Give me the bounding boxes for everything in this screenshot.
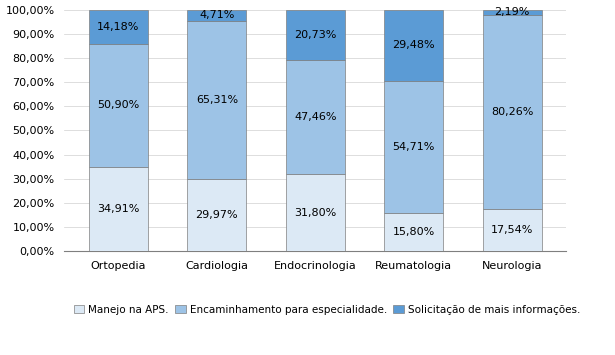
Bar bbox=[483, 209, 542, 251]
Text: 65,31%: 65,31% bbox=[196, 95, 238, 105]
Bar bbox=[188, 179, 247, 251]
Bar bbox=[384, 81, 443, 213]
Text: 4,71%: 4,71% bbox=[199, 10, 234, 20]
Text: 20,73%: 20,73% bbox=[294, 29, 336, 40]
Bar bbox=[483, 15, 542, 209]
Text: 50,90%: 50,90% bbox=[97, 100, 140, 110]
Bar bbox=[384, 213, 443, 251]
Bar bbox=[89, 167, 148, 251]
Text: 47,46%: 47,46% bbox=[294, 112, 336, 122]
Text: 15,80%: 15,80% bbox=[392, 227, 435, 237]
Bar bbox=[286, 10, 345, 60]
Bar bbox=[384, 10, 443, 81]
Bar bbox=[89, 10, 148, 44]
Text: 80,26%: 80,26% bbox=[491, 107, 533, 117]
Text: 29,48%: 29,48% bbox=[392, 40, 435, 50]
Text: 14,18%: 14,18% bbox=[97, 22, 140, 32]
Bar bbox=[89, 44, 148, 167]
Text: 54,71%: 54,71% bbox=[392, 142, 435, 152]
Text: 34,91%: 34,91% bbox=[97, 204, 140, 214]
Bar bbox=[483, 10, 542, 15]
Legend: Manejo na APS., Encaminhamento para especialidade., Solicitação de mais informaç: Manejo na APS., Encaminhamento para espe… bbox=[69, 300, 584, 319]
Bar bbox=[286, 174, 345, 251]
Text: 29,97%: 29,97% bbox=[196, 210, 238, 220]
Text: 31,80%: 31,80% bbox=[294, 208, 336, 218]
Text: 17,54%: 17,54% bbox=[491, 225, 533, 235]
Bar bbox=[188, 21, 247, 179]
Text: 2,19%: 2,19% bbox=[494, 7, 530, 17]
Bar bbox=[286, 60, 345, 174]
Bar bbox=[188, 10, 247, 21]
